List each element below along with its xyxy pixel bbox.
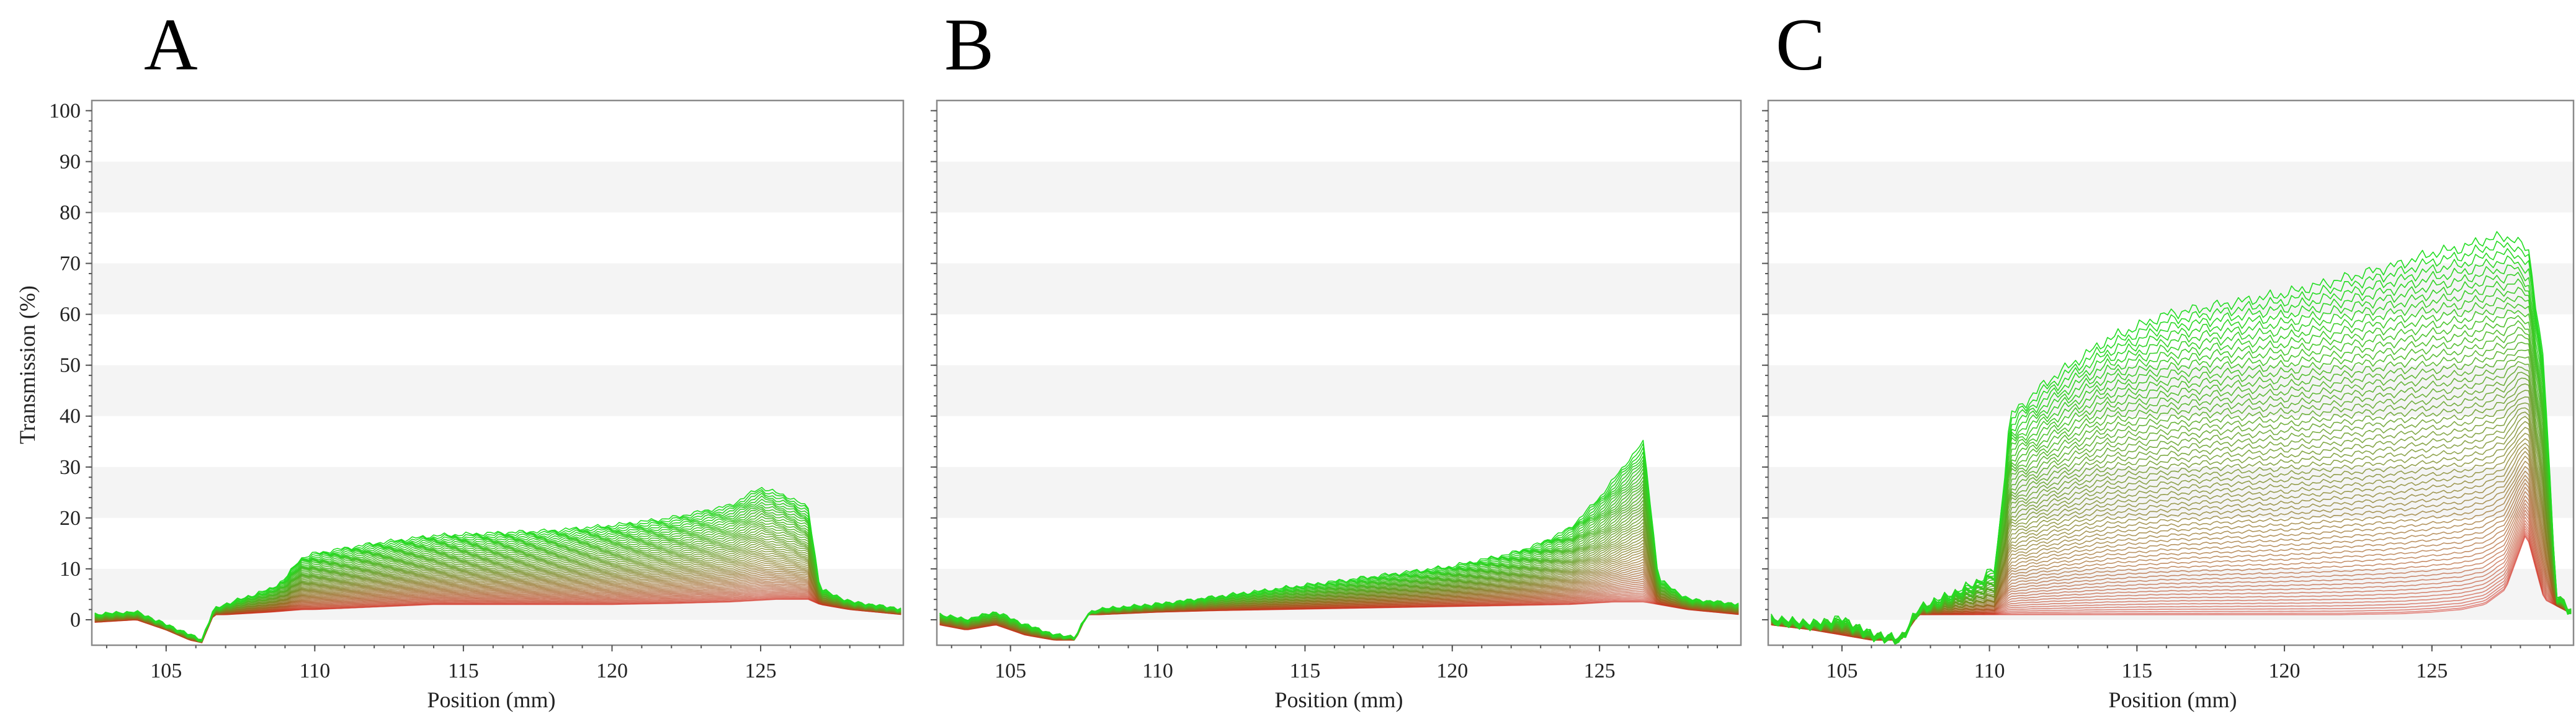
panel-b-x-axis: 105 110 115 120 125: [950, 645, 1719, 682]
y-tick-label: 50: [60, 354, 81, 377]
grid-band: [1768, 161, 2574, 213]
panel-b-traces: [939, 439, 1739, 641]
panel-b-y-axis: [931, 110, 937, 620]
panel-c-plot-frame: [1767, 99, 2575, 646]
x-tick-label: 115: [1290, 659, 1321, 682]
panel-c-x-axis: 105 110 115 120 125: [1782, 645, 2551, 682]
panel-c-y-axis: [1762, 110, 1768, 620]
x-tick-label: 110: [299, 659, 330, 682]
profile-line: [1771, 240, 2572, 642]
panel-c: C 105 110 115 120 125 Position (mm): [1762, 3, 2575, 712]
x-tick-label: 120: [596, 659, 628, 682]
x-tick-label: 125: [1584, 659, 1616, 682]
x-tick-label: 110: [1974, 659, 2005, 682]
grid-band: [92, 365, 903, 416]
x-tick-label: 105: [1826, 659, 1858, 682]
profile-line: [94, 504, 901, 642]
profile-line: [1771, 231, 2572, 644]
panel-b-letter: B: [944, 3, 994, 86]
panel-c-letter: C: [1776, 3, 1825, 86]
grid-band: [937, 263, 1741, 315]
panel-b-grid-bands: [937, 101, 1741, 645]
panel-b: B 105 110 115 120 125 Position (mm): [931, 3, 1742, 712]
profile-line: [94, 486, 901, 641]
y-tick-label: 30: [60, 456, 81, 479]
panel-c-x-axis-title: Position (mm): [2108, 687, 2237, 712]
grid-band: [92, 263, 903, 315]
panel-a-x-axis: 105 110 115 120 125: [105, 645, 880, 682]
profile-line: [94, 506, 901, 642]
y-tick-label: 70: [60, 253, 81, 275]
x-tick-label: 115: [2121, 659, 2152, 682]
y-tick-label: 80: [60, 202, 81, 225]
panel-a: A 0 10 20 30 40 50 60 70 80 90 100 105 110 115 120 125…: [49, 3, 905, 712]
profile-line: [94, 552, 901, 643]
profile-line: [94, 537, 901, 642]
y-tick-label: 10: [60, 558, 81, 581]
profile-line: [1771, 255, 2572, 644]
panel-c-traces: [1771, 231, 2572, 645]
x-tick-label: 105: [150, 659, 182, 682]
x-tick-label: 125: [2416, 659, 2448, 682]
panel-a-plot-frame: [91, 99, 905, 646]
panel-a-traces: [94, 486, 901, 643]
profile-line: [1771, 264, 2572, 643]
panel-a-y-axis: 0 10 20 30 40 50 60 70 80 90 100: [49, 99, 92, 632]
x-tick-label: 120: [1436, 659, 1468, 682]
panel-b-plot-frame: [936, 99, 1742, 646]
y-tick-label: 100: [49, 99, 81, 122]
y-tick-label: 60: [60, 303, 81, 326]
x-tick-label: 115: [448, 659, 479, 682]
y-tick-label: 40: [60, 405, 81, 428]
x-tick-label: 105: [995, 659, 1026, 682]
panel-b-x-axis-title: Position (mm): [1274, 687, 1403, 712]
x-tick-label: 110: [1142, 659, 1173, 682]
x-tick-label: 125: [745, 659, 777, 682]
grid-band: [92, 467, 903, 518]
profile-line: [94, 523, 901, 642]
x-tick-label: 120: [2269, 659, 2301, 682]
y-tick-label: 20: [60, 507, 81, 530]
grid-band: [937, 161, 1741, 213]
grid-band: [92, 161, 903, 213]
grid-band: [937, 365, 1741, 416]
y-axis-title: Transmission (%): [15, 285, 40, 444]
grid-band: [1768, 365, 2574, 416]
y-tick-label: 0: [70, 609, 81, 632]
panel-a-x-axis-title: Position (mm): [427, 687, 555, 712]
y-tick-label: 90: [60, 150, 81, 173]
panel-a-letter: A: [144, 3, 198, 86]
profile-line: [939, 439, 1739, 640]
profile-line: [94, 521, 901, 642]
profile-line: [94, 489, 901, 641]
